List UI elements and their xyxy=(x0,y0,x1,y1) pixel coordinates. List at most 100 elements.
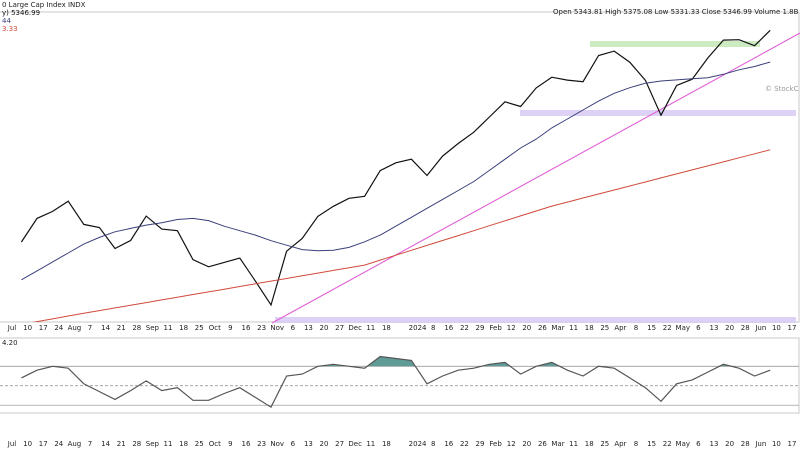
x-tick-label: Mar xyxy=(551,440,564,448)
x-tick-label: Nov xyxy=(270,324,284,332)
x-tick-label: 22 xyxy=(663,324,672,332)
x-tick-label: 17 xyxy=(39,440,48,448)
x-tick-label: 20 xyxy=(522,324,531,332)
x-tick-label: 7 xyxy=(88,440,92,448)
x-tick-label: Feb xyxy=(489,324,502,332)
x-tick-label: 28 xyxy=(132,440,141,448)
x-tick-label: 6 xyxy=(696,440,701,448)
x-tick-label: 10 xyxy=(23,440,32,448)
x-tick-label: 7 xyxy=(88,324,92,332)
x-tick-label: Mar xyxy=(551,324,564,332)
x-tick-label: 29 xyxy=(476,440,485,448)
x-tick-label: 8 xyxy=(634,440,638,448)
x-tick-label: Oct xyxy=(209,440,221,448)
x-tick-label: 2024 xyxy=(409,440,427,448)
x-tick-label: 9 xyxy=(228,324,232,332)
x-tick-label: Feb xyxy=(489,440,502,448)
x-tick-label: 8 xyxy=(431,324,435,332)
x-tick-label: Apr xyxy=(614,440,626,448)
series-line xyxy=(32,149,771,322)
x-tick-label: 17 xyxy=(788,440,797,448)
x-tick-label: 8 xyxy=(634,324,638,332)
x-tick-label: Sep xyxy=(146,324,160,332)
x-tick-label: 16 xyxy=(242,324,251,332)
x-tick-label: May xyxy=(676,324,690,332)
x-tick-label: 25 xyxy=(195,324,204,332)
x-tick-label: 16 xyxy=(444,324,453,332)
x-tick-label: 12 xyxy=(507,440,516,448)
x-tick-label: 11 xyxy=(164,440,173,448)
x-tick-label: 11 xyxy=(164,324,173,332)
legend-entry: y) 5346.99 xyxy=(2,9,40,17)
x-tick-label: Jun xyxy=(754,324,766,332)
support-band xyxy=(520,110,796,116)
x-tick-label: 18 xyxy=(585,440,594,448)
x-tick-label: 26 xyxy=(538,440,547,448)
x-tick-label: 23 xyxy=(257,324,266,332)
x-tick-label: 27 xyxy=(335,440,344,448)
x-tick-label: 18 xyxy=(179,324,188,332)
x-tick-label: 20 xyxy=(725,324,734,332)
x-tick-label: 10 xyxy=(772,324,781,332)
x-tick-label: 6 xyxy=(291,440,296,448)
x-tick-label: 20 xyxy=(725,440,734,448)
x-tick-label: 22 xyxy=(663,440,672,448)
x-tick-label: 24 xyxy=(54,324,63,332)
x-tick-label: Jul xyxy=(7,440,17,448)
x-tick-label: 11 xyxy=(366,440,375,448)
x-tick-label: 17 xyxy=(39,324,48,332)
x-tick-label: 6 xyxy=(291,324,296,332)
x-tick-label: 18 xyxy=(585,324,594,332)
x-tick-label: 14 xyxy=(101,440,110,448)
x-tick-label: 10 xyxy=(772,440,781,448)
x-tick-label: 11 xyxy=(569,324,578,332)
x-tick-label: Apr xyxy=(614,324,626,332)
x-tick-label: 28 xyxy=(132,324,141,332)
rsi-panel xyxy=(0,337,800,414)
x-tick-label: 20 xyxy=(320,440,329,448)
plot-area xyxy=(20,29,771,322)
x-tick-label: 29 xyxy=(476,324,485,332)
x-tick-label: 28 xyxy=(741,440,750,448)
x-tick-label: Aug xyxy=(68,440,82,448)
trend-line xyxy=(271,32,800,324)
series-line xyxy=(20,29,771,307)
quote: Open 5343.81 High 5375.08 Low 5331.33 Cl… xyxy=(553,8,800,16)
x-tick-label: Jul xyxy=(7,324,17,332)
x-tick-label: 17 xyxy=(788,324,797,332)
x-tick-label: 9 xyxy=(228,440,232,448)
x-tick-label: Dec xyxy=(348,324,362,332)
x-tick-label: 12 xyxy=(507,324,516,332)
x-tick-label: 15 xyxy=(647,440,656,448)
resistance-band xyxy=(590,41,760,47)
low-band xyxy=(275,317,796,323)
x-tick-label: 18 xyxy=(382,324,391,332)
x-tick-label: 16 xyxy=(242,440,251,448)
legend-entry: 3.33 xyxy=(2,25,18,33)
x-tick-label: 20 xyxy=(320,324,329,332)
x-tick-label: 13 xyxy=(710,324,719,332)
x-tick-label: 8 xyxy=(431,440,435,448)
x-tick-label: 26 xyxy=(538,324,547,332)
x-tick-label: Aug xyxy=(68,324,82,332)
x-tick-label: Dec xyxy=(348,440,362,448)
x-tick-label: 21 xyxy=(117,324,126,332)
x-tick-label: 28 xyxy=(741,324,750,332)
x-tick-label: 23 xyxy=(257,440,266,448)
x-tick-label: 24 xyxy=(54,440,63,448)
watermark: © StockC xyxy=(765,85,799,93)
x-tick-label: 20 xyxy=(522,440,531,448)
x-tick-label: 11 xyxy=(569,440,578,448)
x-tick-label: 6 xyxy=(696,324,701,332)
x-tick-label: 15 xyxy=(647,324,656,332)
x-tick-label: 13 xyxy=(304,324,313,332)
x-tick-label: 13 xyxy=(710,440,719,448)
series-line xyxy=(21,355,771,409)
series-line xyxy=(21,61,771,281)
x-tick-label: May xyxy=(676,440,690,448)
x-tick-label: 10 xyxy=(23,324,32,332)
chart-title: 0 Large Cap Index INDX xyxy=(2,1,86,9)
rsi-title: 4.20 xyxy=(2,339,18,347)
legend-entry: 44 xyxy=(2,17,11,25)
